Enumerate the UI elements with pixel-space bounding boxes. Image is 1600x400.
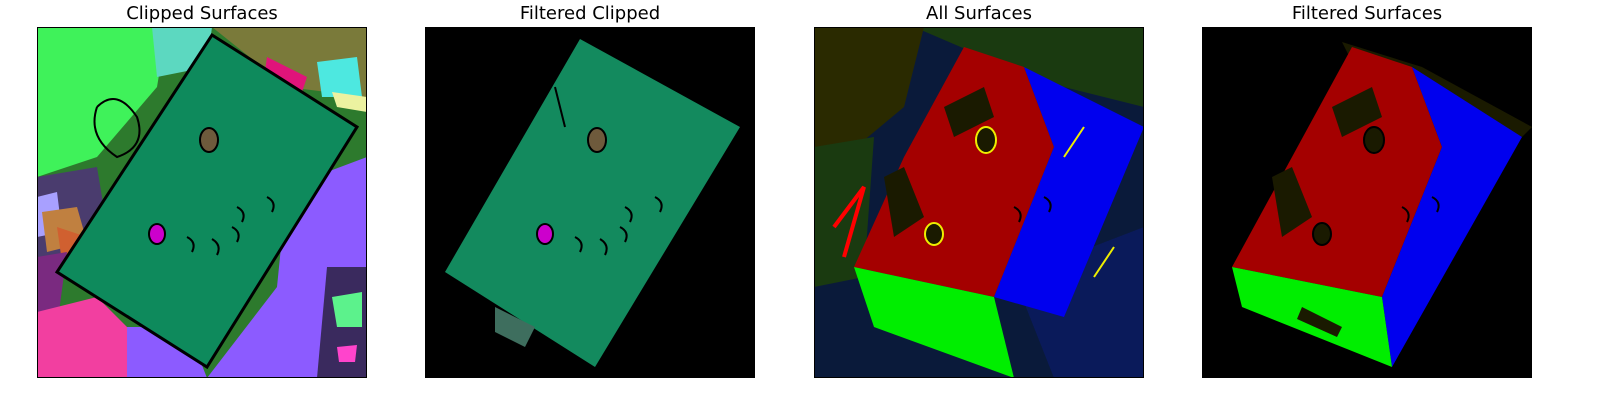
- segmentation-image-clipped: [37, 27, 367, 378]
- panel-title: All Surfaces: [926, 3, 1032, 24]
- panel-title: Clipped Surfaces: [126, 3, 278, 24]
- segmentation-image-filtered-surfaces: [1202, 27, 1532, 378]
- segmentation-image-all-surfaces: [814, 27, 1144, 378]
- panel-all-surfaces: All Surfaces: [814, 0, 1144, 400]
- panel-filtered-surfaces: Filtered Surfaces: [1202, 0, 1532, 400]
- panel-clipped-surfaces: Clipped Surfaces: [37, 0, 367, 400]
- panel-filtered-clipped: Filtered Clipped: [425, 0, 755, 400]
- segmentation-image-filtered-clipped: [425, 27, 755, 378]
- panel-title: Filtered Clipped: [519, 3, 661, 24]
- panel-title: Filtered Surfaces: [1291, 3, 1443, 24]
